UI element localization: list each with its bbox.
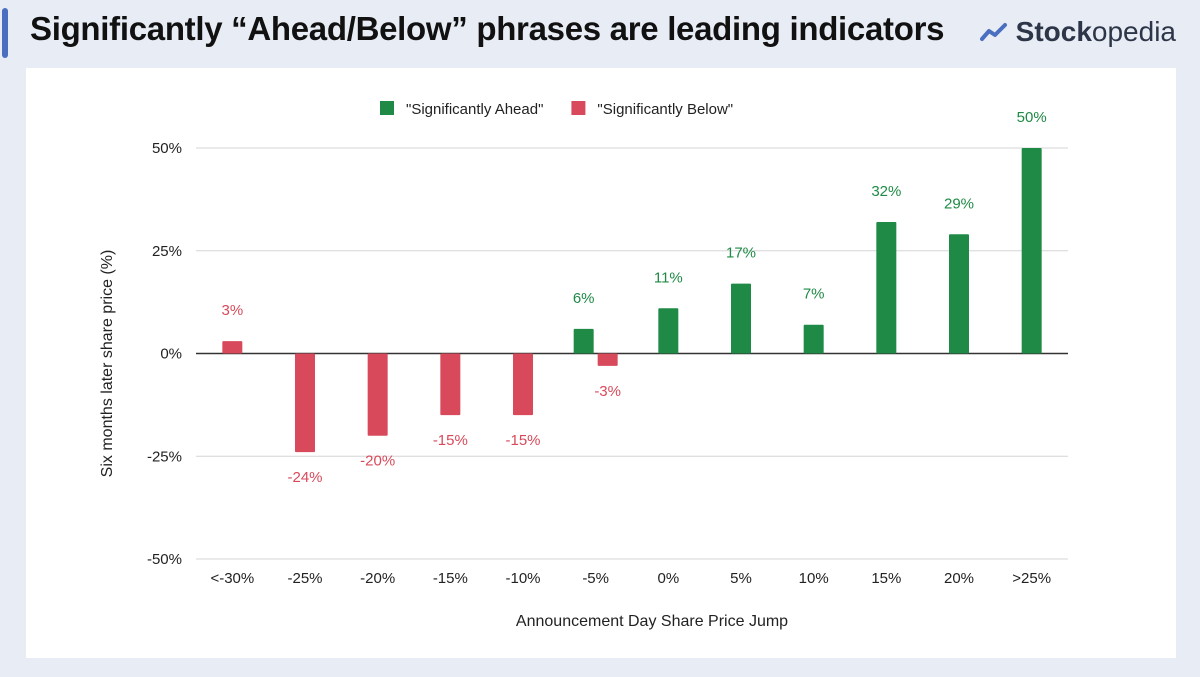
bar-chart: 50% 25% 0% -25% -50% <-30% -25% -20% -15% -10% -5%… <box>99 101 1068 630</box>
data-label: -15% <box>505 432 540 449</box>
ahead-bar <box>731 283 751 354</box>
legend-label-ahead: "Significantly Ahead" <box>406 101 543 118</box>
data-label: 29% <box>944 195 974 212</box>
chart-card: 50% 25% 0% -25% -50% <-30% -25% -20% -15% -10% -5%… <box>26 68 1176 658</box>
brand-logo: Stockopedia <box>979 14 1176 50</box>
x-tick-label: <-30% <box>210 570 254 587</box>
data-label: -3% <box>594 383 621 400</box>
brand-name: Stockopedia <box>1016 16 1176 48</box>
ahead-bar <box>658 308 679 354</box>
ahead-bar <box>1021 148 1042 354</box>
x-tick-label: >25% <box>1012 570 1051 587</box>
brand-name-rest: opedia <box>1091 16 1176 47</box>
x-tick-label: -15% <box>433 570 468 587</box>
x-tick-label: -5% <box>582 570 609 587</box>
below-bar <box>222 341 243 354</box>
y-tick-label: -50% <box>147 551 182 568</box>
x-tick-label: 15% <box>871 570 901 587</box>
legend-swatch-below <box>571 101 586 115</box>
ahead-bar <box>876 221 897 354</box>
ahead-bar <box>949 234 969 354</box>
y-tick-label: 0% <box>160 346 182 363</box>
below-bar <box>440 353 461 416</box>
x-tick-label: 20% <box>944 570 974 587</box>
data-label: 17% <box>726 245 756 262</box>
ahead-bar <box>573 328 594 354</box>
data-label: 50% <box>1017 109 1047 126</box>
y-axis-title: Six months later share price (%) <box>99 250 116 478</box>
data-label: -15% <box>433 432 468 449</box>
below-bar <box>513 353 533 416</box>
below-bar <box>295 353 315 453</box>
data-label: -20% <box>360 453 395 470</box>
ahead-bar <box>803 324 824 354</box>
data-label: 3% <box>221 302 243 319</box>
page-title: Significantly “Ahead/Below” phrases are … <box>30 10 945 47</box>
y-tick-label: 50% <box>152 140 182 157</box>
x-tick-label: -20% <box>360 570 395 587</box>
legend-label-below: "Significantly Below" <box>597 101 733 118</box>
brand-name-bold: Stock <box>1015 16 1092 47</box>
y-tick-label: 25% <box>152 243 182 260</box>
data-label: -24% <box>287 469 322 486</box>
x-tick-label: 10% <box>799 570 829 587</box>
data-label: 11% <box>654 269 683 286</box>
legend-swatch-ahead <box>380 101 394 115</box>
title-accent-bar <box>2 8 8 58</box>
data-label: 32% <box>871 183 901 200</box>
data-label: 6% <box>573 290 595 307</box>
x-tick-label: 0% <box>657 570 679 587</box>
below-bar <box>367 353 388 436</box>
data-label: 7% <box>803 286 825 303</box>
y-tick-label: -25% <box>147 448 182 465</box>
x-tick-label: -25% <box>287 570 322 587</box>
x-tick-label: -10% <box>505 570 540 587</box>
x-tick-label: 5% <box>730 570 752 587</box>
trend-line-icon <box>979 23 1007 41</box>
x-axis-title: Announcement Day Share Price Jump <box>516 613 788 630</box>
below-bar <box>597 353 618 366</box>
